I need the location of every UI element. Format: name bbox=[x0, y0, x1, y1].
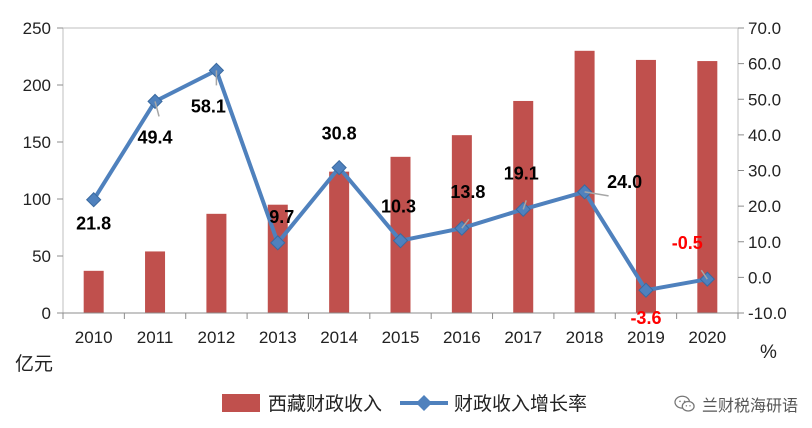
data-label-2019: -3.6 bbox=[630, 308, 661, 328]
x-tick-label-2012: 2012 bbox=[197, 328, 235, 347]
left-tick-label: 100 bbox=[23, 190, 51, 209]
left-axis-unit: 亿元 bbox=[15, 353, 53, 375]
x-tick-label-2017: 2017 bbox=[504, 328, 542, 347]
right-tick-label: 10.0 bbox=[748, 233, 781, 252]
right-tick-label: 20.0 bbox=[748, 197, 781, 216]
right-tick-label: 30.0 bbox=[748, 162, 781, 181]
watermark: 兰财税海研语 bbox=[674, 392, 798, 416]
bar-2010 bbox=[83, 270, 104, 313]
bar-2019 bbox=[635, 59, 656, 313]
axes: 2010 2011 2012 2013 2014 2015 2016 2017 2018 2019… bbox=[15, 19, 787, 375]
watermark-text: 兰财税海研语 bbox=[701, 396, 798, 415]
data-label-2014: 30.8 bbox=[322, 124, 357, 144]
right-tick-label: 60.0 bbox=[748, 55, 781, 74]
data-label-2013: 9.7 bbox=[269, 207, 294, 227]
data-label-leader bbox=[461, 218, 470, 229]
right-tick-label: 50.0 bbox=[748, 90, 781, 109]
bar-2020 bbox=[697, 61, 718, 314]
legend-label-line: 财政收入增长率 bbox=[454, 393, 587, 415]
legend-marker-line bbox=[416, 395, 432, 411]
right-tick-label: 70.0 bbox=[748, 19, 781, 38]
data-label-leader bbox=[522, 200, 527, 210]
x-tick-label-2013: 2013 bbox=[259, 328, 297, 347]
line-marker-2013 bbox=[270, 235, 286, 251]
line-marker-2015 bbox=[392, 232, 409, 249]
data-label-2018: 24.0 bbox=[607, 172, 642, 192]
data-label-2010: 21.8 bbox=[76, 214, 111, 234]
legend-swatch-bar bbox=[222, 394, 260, 412]
right-tick-label: 40.0 bbox=[748, 126, 781, 145]
x-tick-label-2020: 2020 bbox=[688, 328, 726, 347]
data-label-leader bbox=[154, 101, 160, 117]
right-tick-label: 0.0 bbox=[748, 268, 772, 287]
x-tick-label-2019: 2019 bbox=[627, 328, 665, 347]
line-marker-2010 bbox=[85, 192, 102, 208]
x-tick-label-2011: 2011 bbox=[137, 328, 174, 347]
data-label-2012: 58.1 bbox=[191, 96, 226, 116]
data-label-2017: 19.1 bbox=[504, 163, 539, 183]
right-axis-unit: % bbox=[760, 342, 777, 363]
bar-2018 bbox=[574, 50, 595, 314]
left-tick-label: 150 bbox=[23, 133, 51, 152]
left-tick-label: 200 bbox=[23, 76, 51, 95]
data-label-2016: 13.8 bbox=[450, 182, 485, 202]
wechat-icon bbox=[674, 395, 695, 412]
line-marker-2019 bbox=[638, 282, 654, 298]
right-tick-label: -10.0 bbox=[748, 304, 787, 323]
left-tick-label: 250 bbox=[23, 19, 51, 38]
bar-2014 bbox=[329, 171, 350, 313]
data-label-leader bbox=[700, 269, 708, 280]
data-labels: 21.8 49.4 58.1 9.7 30.8 10.3 13.8 19.1 24.0 -3.6 -… bbox=[76, 70, 708, 328]
left-tick-label: 50 bbox=[32, 247, 51, 266]
x-tick-label-2015: 2015 bbox=[382, 328, 420, 347]
legend-label-bar: 西藏财政收入 bbox=[268, 393, 382, 415]
line-series bbox=[85, 62, 716, 298]
x-tick-label-2016: 2016 bbox=[443, 328, 481, 347]
data-label-2011: 49.4 bbox=[138, 127, 173, 147]
x-tick-label-2018: 2018 bbox=[566, 328, 604, 347]
legend: 西藏财政收入 财政收入增长率 bbox=[222, 393, 587, 415]
left-tick-label: 0 bbox=[42, 304, 51, 323]
data-label-2015: 10.3 bbox=[381, 197, 416, 217]
bar-2012 bbox=[206, 213, 227, 313]
data-label-leader bbox=[584, 191, 609, 197]
line-marker-2014 bbox=[331, 159, 347, 176]
x-tick-label-2014: 2014 bbox=[320, 328, 358, 347]
x-tick-label-2010: 2010 bbox=[75, 328, 113, 347]
bar-2011 bbox=[145, 251, 166, 313]
data-label-2020: -0.5 bbox=[672, 233, 703, 253]
